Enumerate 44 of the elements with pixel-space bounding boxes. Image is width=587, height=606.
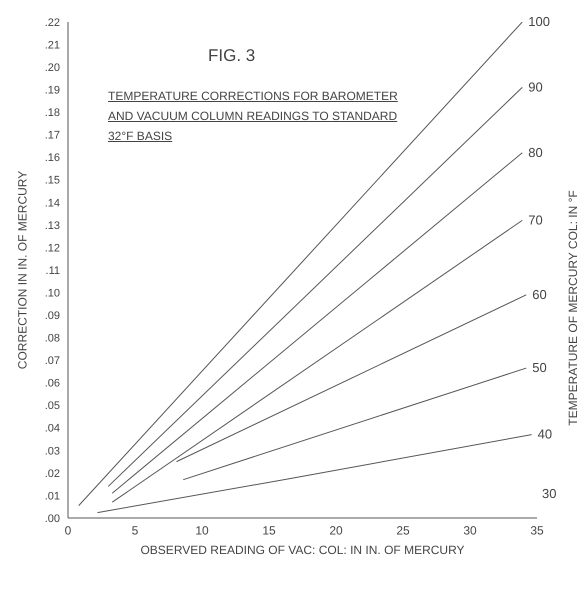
- x-tick-label: 15: [262, 524, 276, 538]
- series-label: 80: [528, 144, 543, 160]
- x-tick-label: 5: [132, 524, 139, 538]
- y-tick-label: .19: [44, 84, 60, 97]
- text: FIG. 3: [208, 46, 256, 66]
- series-label: 40: [538, 426, 552, 442]
- y-tick-label: .18: [44, 107, 60, 120]
- y-tick-label: .04: [44, 422, 60, 435]
- y-tick-label: .17: [44, 130, 60, 142]
- series-label: 90: [528, 79, 543, 94]
- y-tick-label: .02: [44, 468, 60, 480]
- text: TEMPERATURE CORRECTIONS FOR BAROMETER AND VACUUM COLUMN READINGS TO STANDARD 32°F BASIS: [108, 88, 399, 145]
- y-tick-label: .00: [44, 512, 60, 525]
- y-axis-title: CORRECTION IN IN. OF MERCURY: [15, 170, 30, 370]
- text: 30: [542, 486, 556, 501]
- x-tick-label: 25: [396, 524, 410, 538]
- x-tick-label: 30: [463, 524, 477, 538]
- y-tick-label: .07: [44, 355, 60, 368]
- y2-axis-title: TEMPERATURE OF MERCURY COL: IN °F: [566, 190, 580, 426]
- y-tick-label: .15: [44, 174, 60, 187]
- y-tick-label: .11: [46, 264, 60, 277]
- y-tick-label: .20: [44, 62, 60, 74]
- x-tick-label: 35: [530, 524, 544, 538]
- y-tick-label: .12: [44, 242, 60, 254]
- y-tick-label: .21: [44, 39, 60, 52]
- y-tick-label: .22: [44, 16, 60, 29]
- y-tick-label: .01: [44, 490, 60, 502]
- y-tick-label: .08: [44, 332, 60, 345]
- series-label: 70: [528, 212, 543, 228]
- y-tick-label: .13: [44, 220, 60, 232]
- y-tick-label: .10: [44, 287, 60, 300]
- x-tick-label: 10: [195, 524, 209, 538]
- y-tick-label: .05: [44, 400, 60, 412]
- y-tick-label: .16: [44, 152, 60, 164]
- y-tick-label: .03: [44, 445, 60, 458]
- x-tick-label: 0: [64, 524, 72, 538]
- y-tick-label: .09: [44, 310, 60, 322]
- y-tick-label: .14: [44, 197, 60, 210]
- y-tick-label: .06: [44, 378, 60, 390]
- x-axis-title: OBSERVED READING OF VAC: COL: IN IN. OF MERCURY: [140, 543, 465, 557]
- series-label: 60: [532, 286, 547, 302]
- series-label: 100: [528, 14, 550, 29]
- x-tick-label: 20: [329, 524, 343, 538]
- series-label: 50: [532, 360, 547, 376]
